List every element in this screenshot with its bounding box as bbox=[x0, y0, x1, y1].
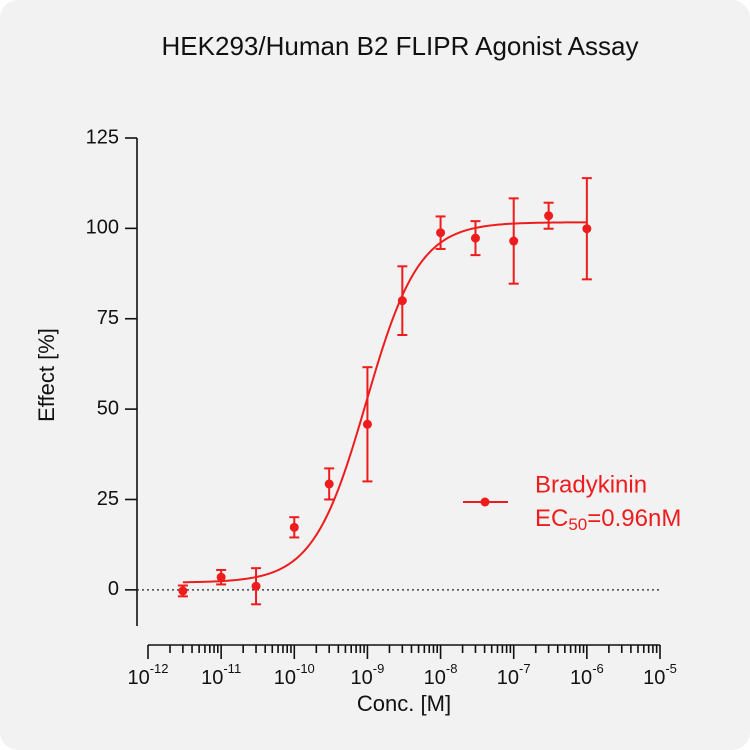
y-tick-label: 125 bbox=[86, 126, 119, 148]
data-point bbox=[436, 228, 446, 238]
x-tick-exponent: -11 bbox=[223, 661, 241, 676]
data-point bbox=[582, 224, 592, 234]
data-point bbox=[289, 522, 299, 532]
x-tick-label: 10-12 bbox=[127, 661, 168, 689]
x-tick-exponent: -5 bbox=[665, 661, 677, 676]
y-tick-label: 25 bbox=[97, 488, 119, 510]
x-tick-label: 10-6 bbox=[570, 661, 604, 689]
x-tick-label: 10-5 bbox=[643, 661, 677, 689]
x-tick-exponent: -7 bbox=[519, 661, 531, 676]
fit-curve bbox=[182, 221, 587, 584]
x-tick-base: 10 bbox=[127, 667, 149, 689]
x-tick-base: 10 bbox=[643, 667, 665, 689]
y-tick-label: 100 bbox=[86, 217, 119, 239]
data-point bbox=[251, 581, 261, 591]
x-tick-exponent: -12 bbox=[150, 661, 169, 676]
data-point bbox=[324, 479, 334, 489]
x-tick-label: 10-7 bbox=[497, 661, 531, 689]
y-tick-label: 75 bbox=[97, 307, 119, 329]
data-point bbox=[362, 419, 372, 429]
x-tick-exponent: -6 bbox=[592, 661, 604, 676]
annotation-prefix: EC bbox=[535, 505, 568, 532]
data-point bbox=[509, 236, 519, 246]
annotation: EC50=0.96nM bbox=[535, 505, 681, 534]
annotation-subscript: 50 bbox=[568, 515, 587, 534]
y-tick-label: 50 bbox=[97, 397, 119, 419]
data-point bbox=[470, 233, 480, 243]
x-tick-label: 10-8 bbox=[424, 661, 458, 689]
x-tick-label: 10-10 bbox=[274, 661, 315, 689]
x-tick-base: 10 bbox=[274, 667, 296, 689]
x-tick-exponent: -9 bbox=[373, 661, 385, 676]
x-tick-label: 10-11 bbox=[201, 661, 241, 689]
x-tick-base: 10 bbox=[201, 667, 223, 689]
data-point bbox=[397, 296, 407, 306]
x-tick-exponent: -10 bbox=[296, 661, 315, 676]
legend-marker bbox=[480, 497, 490, 507]
x-tick-label: 10-9 bbox=[351, 661, 385, 689]
x-tick-base: 10 bbox=[424, 667, 446, 689]
data-point bbox=[544, 211, 554, 221]
x-tick-base: 10 bbox=[351, 667, 373, 689]
x-axis-label: Conc. [M] bbox=[357, 691, 451, 716]
x-tick-base: 10 bbox=[497, 667, 519, 689]
data-point bbox=[178, 586, 188, 596]
x-tick-base: 10 bbox=[570, 667, 592, 689]
legend-label: Bradykinin bbox=[535, 471, 647, 498]
chart-title: HEK293/Human B2 FLIPR Agonist Assay bbox=[162, 31, 639, 61]
y-axis-label: Effect [%] bbox=[34, 328, 59, 422]
data-point bbox=[216, 572, 226, 582]
y-tick-label: 0 bbox=[108, 578, 119, 600]
annotation-suffix: =0.96nM bbox=[587, 505, 681, 532]
x-tick-exponent: -8 bbox=[446, 661, 458, 676]
